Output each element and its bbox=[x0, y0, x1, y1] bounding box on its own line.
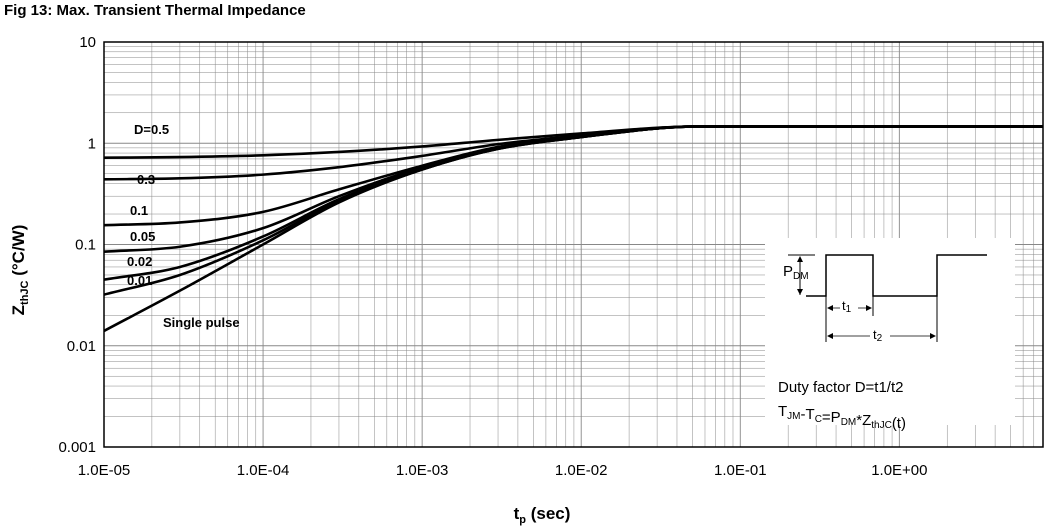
t2-arrow-right bbox=[930, 333, 936, 339]
series-lines bbox=[103, 125, 1043, 333]
x-tick-label: 1.0E+00 bbox=[871, 462, 927, 479]
series-label-2: 0.3 bbox=[137, 172, 155, 187]
chart-title: Fig 13: Max. Transient Thermal Impedance bbox=[4, 2, 306, 19]
t1-arrow-right bbox=[866, 305, 872, 311]
x-tick-label: 1.0E-01 bbox=[714, 462, 767, 479]
y-tick-label: 10 bbox=[79, 34, 96, 51]
pdm-label: PDM bbox=[783, 263, 809, 282]
t2-label-backdrop bbox=[870, 326, 890, 340]
y-axis-label: ZthJC (°C/W) bbox=[9, 225, 31, 316]
x-tick-label: 1.0E-03 bbox=[396, 462, 449, 479]
y-tick-label: 1 bbox=[88, 135, 96, 152]
pdm-arrow-up bbox=[797, 256, 803, 262]
pdm-arrow-down bbox=[797, 289, 803, 295]
x-tick-label: 1.0E-04 bbox=[237, 462, 290, 479]
plot-frame bbox=[103, 41, 1044, 448]
x-tick-labels: 1.0E-05 1.0E-04 1.0E-03 1.0E-02 1.0E-01 1.0E+… bbox=[78, 462, 928, 479]
series-label-3: 0.1 bbox=[130, 203, 148, 218]
t2-label: t2 bbox=[873, 327, 883, 344]
series-label-6: 0.01 bbox=[127, 273, 152, 288]
y-tick-label: 0.1 bbox=[75, 237, 96, 254]
t1-arrow-left bbox=[827, 305, 833, 311]
t1-label: t1 bbox=[842, 298, 852, 315]
series-labels: D=0.5 0.3 0.1 0.05 0.02 0.01 Single pulse bbox=[127, 122, 240, 330]
series-label-7: Single pulse bbox=[163, 315, 240, 330]
x-tick-label: 1.0E-02 bbox=[555, 462, 608, 479]
t2-arrow-left bbox=[827, 333, 833, 339]
duty-cycle-inset: PDM t1 t2 Duty factor D=t1/t2 TJM-TC=PDM… bbox=[765, 238, 1015, 432]
series-label-1: D=0.5 bbox=[134, 122, 169, 137]
x-tick-label: 1.0E-05 bbox=[78, 462, 131, 479]
thermal-formula-text: TJM-TC=PDM*ZthJC(t) bbox=[778, 403, 906, 432]
x-axis-label: tp (sec) bbox=[514, 504, 571, 526]
series-line-4 bbox=[103, 125, 1043, 253]
series-label-5: 0.02 bbox=[127, 254, 152, 269]
y-tick-label: 0.001 bbox=[58, 439, 96, 456]
t1-label-backdrop bbox=[840, 298, 858, 312]
duty-factor-text: Duty factor D=t1/t2 bbox=[778, 379, 903, 396]
y-tick-labels: 0.001 0.01 0.1 1 10 bbox=[58, 34, 96, 456]
series-label-4: 0.05 bbox=[130, 229, 155, 244]
series-line-7 bbox=[103, 125, 1043, 333]
pulse-waveform bbox=[806, 254, 987, 297]
y-tick-label: 0.01 bbox=[67, 338, 96, 355]
